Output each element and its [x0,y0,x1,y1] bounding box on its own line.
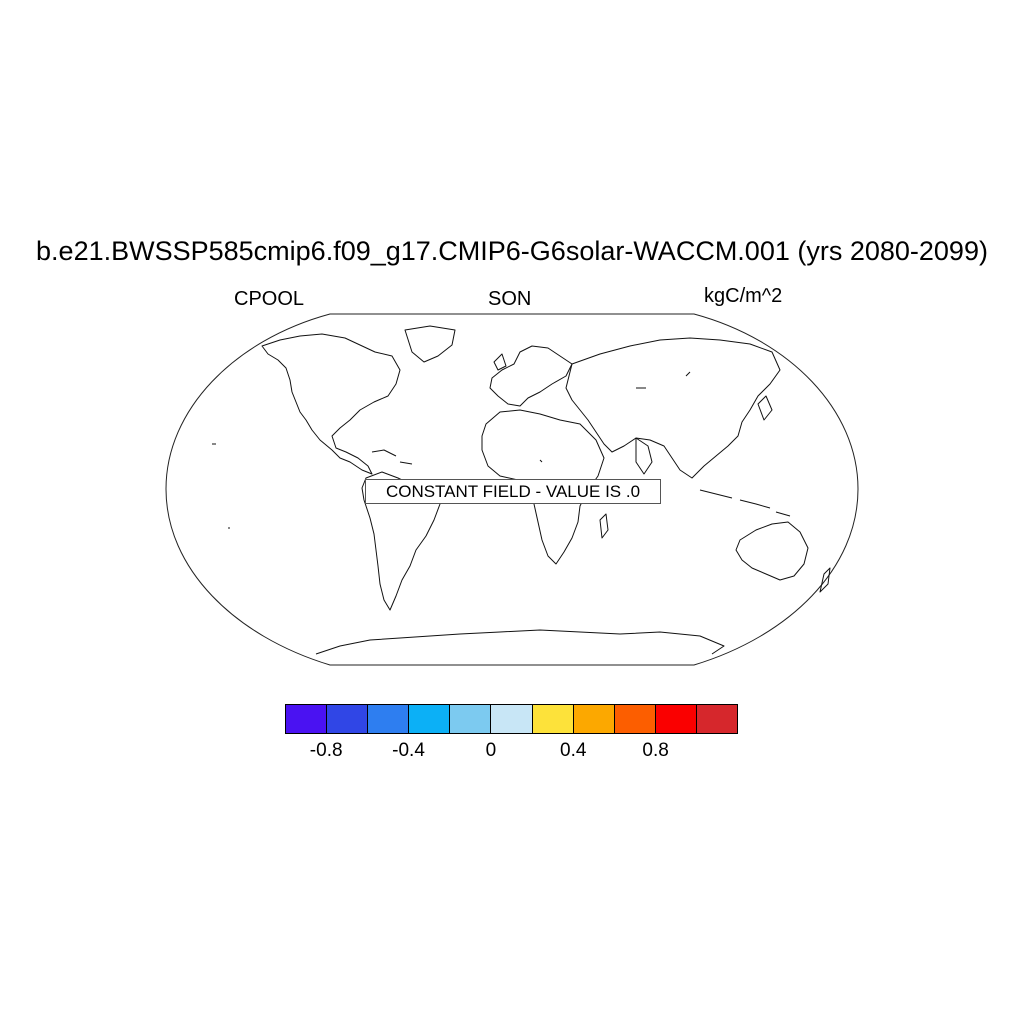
colorbar-box [532,705,574,733]
caribbean-coast [371,449,413,465]
colorbar-tick-label: 0.8 [642,740,669,761]
new-zealand-coast [819,567,831,593]
asia-coast [565,337,781,479]
colorbar-tick-label: 0.4 [560,740,587,761]
india-coast [635,437,653,475]
coastlines [212,325,831,655]
small-islands [212,371,691,529]
indonesia-coast [699,489,791,517]
uk-coast [493,353,507,371]
antarctica-coast [315,629,725,655]
colorbar-tick-label: -0.8 [309,740,343,761]
colorbar-box [327,705,369,733]
colorbar-box [614,705,656,733]
colorbar-tick-label: -0.4 [392,740,425,761]
colorbar-box [286,705,328,733]
colorbar-box [491,705,533,733]
colorbar-box [573,705,615,733]
colorbar-box [409,705,451,733]
africa-coast [481,409,605,565]
europe-coast [489,345,573,407]
colorbar-box [696,705,738,733]
colorbar-tick-label: 0 [485,740,497,761]
colorbar-box [450,705,492,733]
season-label: SON [488,288,532,310]
australia-coast [735,521,809,581]
greenland-coast [404,325,456,363]
map-outline [165,313,859,666]
colorbar-box [368,705,410,733]
colorbar [285,704,738,734]
map-title: b.e21.BWSSP585cmip6.f09_g17.CMIP6-G6sola… [36,236,988,266]
variable-label: CPOOL [234,288,305,310]
madagascar-coast [599,513,609,539]
north-america-coast [261,333,401,475]
japan-coast [757,395,773,421]
constant-field-notice: CONSTANT FIELD - VALUE IS .0 [365,479,661,504]
colorbar-box [655,705,697,733]
units-label: kgC/m^2 [704,285,783,307]
